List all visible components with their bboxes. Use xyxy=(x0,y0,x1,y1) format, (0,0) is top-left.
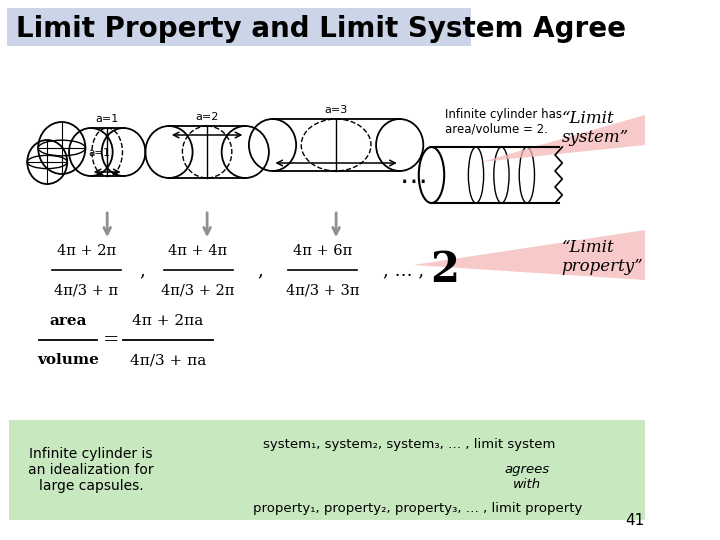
Text: Limit Property and Limit System Agree: Limit Property and Limit System Agree xyxy=(17,15,626,43)
Polygon shape xyxy=(482,115,645,162)
Text: , … ,: , … , xyxy=(383,261,425,279)
Text: “Limit
property”: “Limit property” xyxy=(562,239,643,275)
Text: 4π + 6π: 4π + 6π xyxy=(293,244,352,258)
Text: a=3: a=3 xyxy=(325,105,348,115)
Text: =: = xyxy=(102,331,119,349)
Text: 2: 2 xyxy=(431,249,459,291)
Text: “Limit
system”: “Limit system” xyxy=(562,110,629,146)
Text: a=2: a=2 xyxy=(195,112,219,122)
Text: Infinite cylinder is
an idealization for
large capsules.: Infinite cylinder is an idealization for… xyxy=(28,447,153,493)
Text: area: area xyxy=(50,314,87,328)
Polygon shape xyxy=(413,230,645,280)
Text: Infinite cylinder has
area/volume = 2.: Infinite cylinder has area/volume = 2. xyxy=(445,108,562,136)
Text: 4π/3 + π: 4π/3 + π xyxy=(54,283,118,297)
Text: property₁, property₂, property₃, … , limit property: property₁, property₂, property₃, … , lim… xyxy=(253,502,582,515)
Text: with: with xyxy=(513,478,541,491)
Text: 4π + 2π: 4π + 2π xyxy=(57,244,116,258)
Text: 4π + 2πa: 4π + 2πa xyxy=(132,314,204,328)
Text: ,: , xyxy=(139,261,145,279)
Text: volume: volume xyxy=(37,353,99,367)
Text: agrees: agrees xyxy=(504,463,549,476)
FancyBboxPatch shape xyxy=(7,8,471,46)
Text: a=1: a=1 xyxy=(88,148,110,158)
Text: 4π/3 + 2π: 4π/3 + 2π xyxy=(161,283,235,297)
Text: 41: 41 xyxy=(626,513,645,528)
Text: ,: , xyxy=(257,261,263,279)
Text: 4π/3 + 3π: 4π/3 + 3π xyxy=(286,283,359,297)
FancyBboxPatch shape xyxy=(9,420,645,520)
Text: 4π + 4π: 4π + 4π xyxy=(168,244,228,258)
Text: a=1: a=1 xyxy=(96,114,119,124)
Text: 4π/3 + πa: 4π/3 + πa xyxy=(130,353,206,367)
Text: system₁, system₂, system₃, … , limit system: system₁, system₂, system₃, … , limit sys… xyxy=(263,438,555,451)
Text: ⋯: ⋯ xyxy=(400,168,427,196)
